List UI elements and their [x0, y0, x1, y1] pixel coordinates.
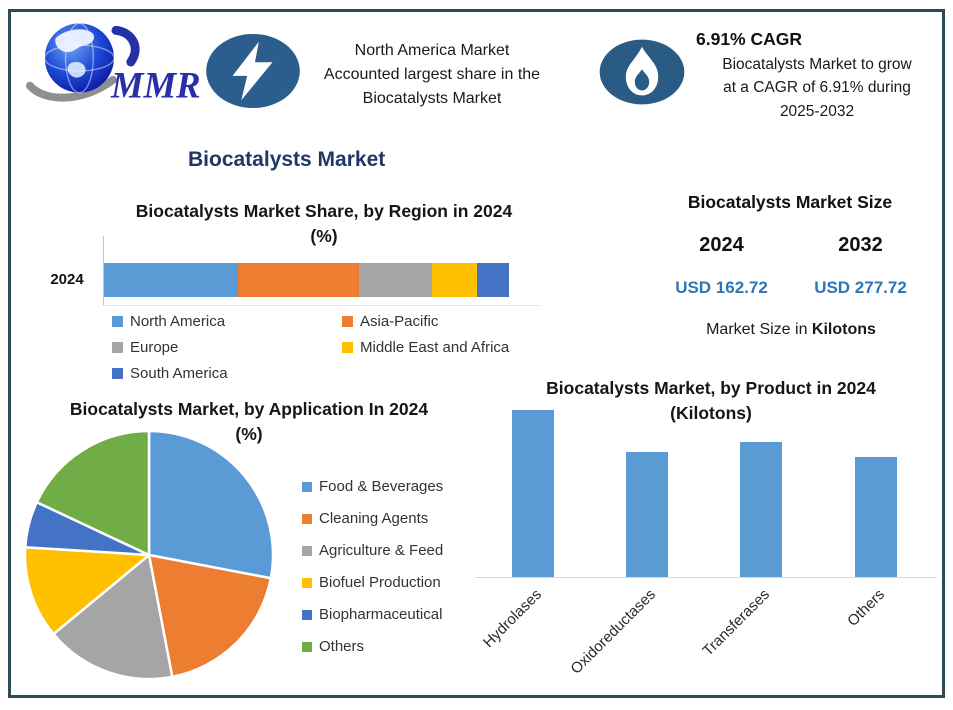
legend-item-food-beverages: Food & Beverages [302, 477, 443, 496]
bar-others [855, 457, 897, 577]
market-size-year: 2032 [838, 234, 883, 256]
market-size-value: USD 162.72 [675, 278, 768, 297]
legend-label: Food & Beverages [319, 478, 444, 495]
highlight-share-text: North America Market Accounted largest s… [308, 39, 556, 111]
market-size-unit-prefix: Market Size in [706, 321, 812, 338]
pie-slice-cleaning-agents [147, 553, 273, 679]
application-chart-subtitle: (%) [235, 423, 263, 444]
product-chart-title-line: Biocatalysts Market, by Product in 2024 [546, 378, 876, 398]
legend-swatch-icon [112, 368, 123, 379]
page-title: Biocatalysts Market [188, 148, 386, 171]
cagr-body: Biocatalysts Market to grow at a CAGR of… [690, 53, 944, 123]
application-chart-title: Biocatalysts Market, by Application In 2… [25, 397, 473, 446]
cagr-line: 2025-2032 [779, 102, 855, 120]
pie-slice-others [35, 429, 151, 557]
legend-label: Biofuel Production [319, 574, 441, 591]
cagr-line: at a CAGR of 6.91% during [723, 79, 911, 97]
legend-item-biopharmaceutical: Biopharmaceutical [302, 605, 443, 624]
legend-swatch-icon [342, 316, 353, 327]
region-chart-subtitle: (%) [310, 225, 338, 246]
market-size-title: Biocatalysts Market Size [687, 192, 893, 212]
product-bar-chart [475, 409, 937, 578]
market-size-value: USD 277.72 [814, 278, 907, 297]
x-axis-label-hydrolases: Hydrolases [479, 586, 546, 652]
legend-swatch-icon [302, 609, 312, 620]
legend-item-cleaning-agents: Cleaning Agents [302, 509, 443, 528]
legend-item-north-america: North America [112, 313, 342, 330]
region-stacked-bar [104, 263, 509, 297]
x-axis-label-oxidoreductases: Oxidoreductases [567, 586, 660, 678]
highlight-share-line: Biocatalysts Market [362, 90, 502, 107]
product-chart-title: Biocatalysts Market, by Product in 2024 … [486, 376, 936, 425]
highlight-share-line: Accounted largest share in the [323, 66, 541, 83]
legend-item-europe: Europe [112, 339, 342, 356]
legend-label: Europe [130, 339, 179, 356]
legend-swatch-icon [302, 641, 312, 652]
legend-item-agriculture-feed: Agriculture & Feed [302, 541, 443, 560]
x-axis-label-others: Others [844, 586, 889, 630]
legend-label: Agriculture & Feed [319, 542, 444, 559]
legend-swatch-icon [302, 481, 312, 492]
market-size-unit-bold: Kilotons [811, 321, 876, 338]
bar-segment-south-america [476, 263, 509, 297]
legend-swatch-icon [112, 342, 123, 353]
application-chart-legend: Food & Beverages Cleaning Agents Agricultu… [302, 477, 443, 669]
region-chart-x-axis [103, 305, 541, 306]
bar-segment-asia-pacific [237, 263, 360, 297]
legend-swatch-icon [302, 513, 312, 524]
market-size-year: 2024 [699, 234, 744, 256]
market-size-unit: Market Size in Kilotons [652, 321, 930, 339]
legend-swatch-icon [112, 316, 123, 327]
product-chart-subtitle: (Kilotons) [670, 402, 752, 423]
highlight-share-line: North America Market [354, 42, 510, 59]
legend-item-middle-east-and-africa: Middle East and Africa [342, 339, 557, 356]
bar-hydrolases [512, 410, 554, 577]
region-chart-title: Biocatalysts Market Share, by Region in … [98, 199, 550, 248]
region-chart-legend: North America Asia-Pacific Europe Middle Ea… [112, 313, 557, 382]
legend-label: Asia-Pacific [360, 313, 439, 330]
bar-segment-middle-east-and-africa [432, 263, 477, 297]
legend-swatch-icon [302, 577, 312, 588]
logo-swoosh-blue [111, 25, 140, 67]
legend-label: Others [319, 638, 365, 655]
pie-slice-biofuel-production [23, 545, 151, 636]
x-axis-label-transferases: Transferases [699, 586, 774, 660]
legend-label: Biopharmaceutical [319, 606, 443, 623]
flame-icon [599, 39, 685, 105]
legend-label: Cleaning Agents [319, 510, 429, 527]
market-size-col-2032: 2032 USD 277.72 [791, 234, 930, 298]
legend-item-biofuel-production: Biofuel Production [302, 573, 443, 592]
market-size-col-2024: 2024 USD 162.72 [652, 234, 791, 298]
mmr-logo: MMR [25, 22, 201, 106]
pie-slice-agriculture-feed [52, 553, 174, 681]
legend-item-others: Others [302, 637, 443, 656]
region-chart-y-axis [103, 236, 104, 306]
logo-swoosh-gray [25, 75, 117, 102]
bar-segment-europe [359, 263, 433, 297]
lightning-bolt-icon [206, 33, 300, 109]
legend-label: Middle East and Africa [360, 339, 510, 356]
cagr-line: Biocatalysts Market to grow [722, 56, 912, 73]
legend-label: South America [130, 365, 228, 382]
bar-oxidoreductases [626, 452, 668, 577]
legend-swatch-icon [342, 342, 353, 353]
region-chart-title-line: Biocatalysts Market Share, by Region in … [135, 201, 513, 221]
bar-transferases [740, 442, 782, 577]
legend-item-south-america: South America [112, 365, 342, 382]
application-pie-chart [23, 429, 275, 681]
pie-slice-food-beverages [147, 429, 275, 580]
legend-item-asia-pacific: Asia-Pacific [342, 313, 557, 330]
logo-text: MMR [110, 65, 201, 106]
market-size-columns: 2024 USD 162.72 2032 USD 277.72 [652, 234, 930, 298]
bar-segment-north-america [104, 263, 238, 297]
highlight-cagr: 6.91% CAGR Biocatalysts Market to grow a… [690, 29, 944, 123]
legend-swatch-icon [302, 545, 312, 556]
application-chart-title-line: Biocatalysts Market, by Application In 2… [69, 399, 429, 419]
legend-label: North America [130, 313, 226, 330]
cagr-title: 6.91% CAGR [696, 29, 803, 49]
region-chart-category-label: 2024 [50, 271, 84, 288]
